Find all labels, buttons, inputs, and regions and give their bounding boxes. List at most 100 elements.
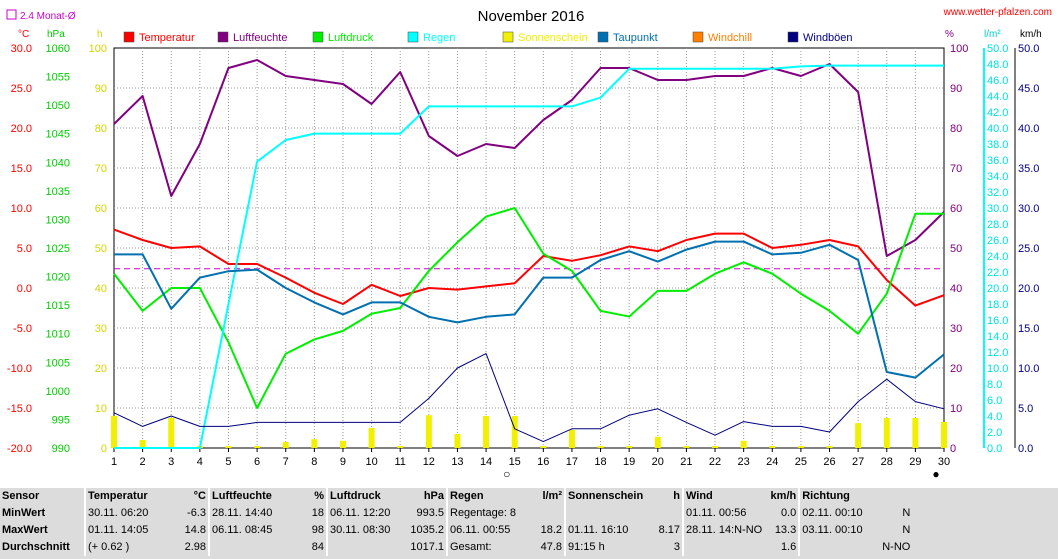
- hdr-rain-unit: l/m²: [542, 490, 562, 502]
- humidity-tick-label: 30: [950, 323, 962, 335]
- rain-tick-label: 18.0: [987, 299, 1008, 311]
- sunshine-tick-label: 30: [95, 323, 107, 335]
- temperature-tick-label: -20.0: [7, 443, 32, 455]
- cell: 01.11. 16:10: [564, 522, 648, 539]
- series-line-luftfeuchte: [113, 59, 945, 257]
- sunshine-bars: [111, 415, 947, 448]
- sunshine-bar: [225, 446, 232, 448]
- sunshine-unit: h: [97, 29, 103, 40]
- cell: 06.11. 00:55: [446, 522, 530, 539]
- x-tick-label: 4: [197, 456, 203, 468]
- legend-swatch: [312, 31, 324, 43]
- humidity-tick-label: 0: [950, 443, 956, 455]
- x-tick-label: 14: [480, 456, 492, 468]
- sunshine-bar: [368, 428, 375, 448]
- cell: Gesamt:: [446, 539, 530, 556]
- axes: 1 2 3 4 5 6 7 8 9 10 11 12 13 14 15 16 17 18 19 20 21 22 23 24 2…: [7, 43, 1040, 481]
- wind-tick-label: 5.0: [1018, 403, 1033, 415]
- hdr-wind-unit: km/h: [770, 490, 797, 502]
- cell: (+ 0.62 ): [84, 539, 176, 556]
- cell: -6.3: [187, 507, 206, 519]
- rain-tick-label: 6.0: [987, 395, 1002, 407]
- stats-panel: Sensor Temperatur °C Luftfeuchte % Luftd…: [0, 488, 1058, 559]
- cell: 91:15 h: [564, 539, 648, 556]
- hdr-temp-unit: °C: [193, 490, 206, 502]
- pressure-tick-label: 1040: [46, 157, 70, 169]
- sunshine-bar: [540, 446, 547, 448]
- cell: 03.11. 00:10: [798, 522, 881, 539]
- x-tick-label: 23: [738, 456, 750, 468]
- cell: 0.0: [780, 507, 797, 519]
- sunshine-bar: [797, 446, 804, 448]
- temperature-tick-label: 30.0: [11, 43, 32, 55]
- cell: 02.11. 00:10: [798, 505, 881, 522]
- legend-label: Windchill: [708, 32, 752, 44]
- row-label: MinWert: [2, 507, 46, 519]
- humidity-tick-label: 90: [950, 83, 962, 95]
- pressure-tick-label: 990: [52, 443, 70, 455]
- cell: N-NO: [882, 541, 911, 553]
- rain-tick-label: 10.0: [987, 363, 1008, 375]
- sunshine-bar: [339, 440, 346, 448]
- hdr-dir-unit: [880, 488, 912, 505]
- sunshine-tick-label: 60: [95, 203, 107, 215]
- x-tick-label: 6: [254, 456, 260, 468]
- cell: 30.11. 08:30: [326, 522, 408, 539]
- sunshine-bar: [769, 446, 776, 448]
- legend-label: Luftdruck: [328, 32, 374, 44]
- hdr-regen: Regen: [446, 488, 530, 505]
- x-tick-label: 3: [168, 456, 174, 468]
- moon-phase-marker: ○: [503, 467, 510, 481]
- cell: 1035.2: [410, 524, 444, 536]
- sunshine-tick-label: 80: [95, 123, 107, 135]
- rain-tick-label: 48.0: [987, 59, 1008, 71]
- grid: [113, 47, 945, 449]
- sunshine-bar: [311, 439, 318, 448]
- cell: 98: [311, 524, 324, 536]
- monthly-avg-label: 2.4 Monat-Ø: [20, 11, 76, 22]
- series-line-regen: [114, 64, 944, 449]
- rain-tick-label: 8.0: [987, 379, 1002, 391]
- wind-tick-label: 10.0: [1018, 363, 1039, 375]
- legend-label: Taupunkt: [613, 32, 658, 44]
- rain-tick-label: 36.0: [987, 155, 1008, 167]
- sunshine-bar: [282, 442, 289, 448]
- x-tick-label: 11: [394, 456, 405, 468]
- x-tick-label: 21: [680, 456, 692, 468]
- series-lines: [113, 59, 945, 449]
- humidity-tick-label: 80: [950, 123, 962, 135]
- cell: [326, 539, 408, 556]
- cell: 993.5: [416, 507, 444, 519]
- legend-label: Regen: [423, 32, 455, 44]
- cell: Regentage: 8: [446, 505, 530, 522]
- stats-table: Sensor Temperatur °C Luftfeuchte % Luftd…: [0, 488, 912, 556]
- legend-label: Windböen: [803, 32, 853, 44]
- legend: Temperatur Luftfeuchte Luftdruck Regen Sonne…: [123, 31, 853, 44]
- rain-tick-label: 38.0: [987, 139, 1008, 151]
- stats-row-avg: Durchschnitt (+ 0.62 ) 2.98 84 1017.1 Ge…: [0, 539, 912, 556]
- wind-tick-label: 20.0: [1018, 283, 1039, 295]
- hdr-temperatur: Temperatur: [84, 488, 176, 505]
- cell: 1.6: [780, 541, 797, 553]
- humidity-unit: %: [945, 29, 954, 40]
- sunshine-bar: [683, 446, 690, 448]
- rain-tick-label: 26.0: [987, 235, 1008, 247]
- legend-swatch: [407, 31, 419, 43]
- temperature-tick-label: 20.0: [11, 123, 32, 135]
- cell: [208, 539, 300, 556]
- sunshine-bar: [483, 416, 490, 448]
- legend-swatch: [502, 31, 514, 43]
- sunshine-bar: [111, 416, 117, 448]
- humidity-tick-label: 100: [950, 43, 968, 55]
- rain-tick-label: 50.0: [987, 43, 1008, 55]
- x-tick-label: 2: [140, 456, 146, 468]
- site-url: www.wetter-pfalzen.com: [943, 7, 1052, 18]
- rain-tick-label: 46.0: [987, 75, 1008, 87]
- sunshine-tick-label: 40: [95, 283, 107, 295]
- pressure-tick-label: 1045: [46, 129, 70, 141]
- x-tick-label: 24: [766, 456, 778, 468]
- temperature-tick-label: 15.0: [11, 163, 32, 175]
- rain-tick-label: 2.0: [987, 427, 1002, 439]
- sunshine-tick-label: 100: [89, 43, 107, 55]
- pressure-tick-label: 1060: [46, 43, 70, 55]
